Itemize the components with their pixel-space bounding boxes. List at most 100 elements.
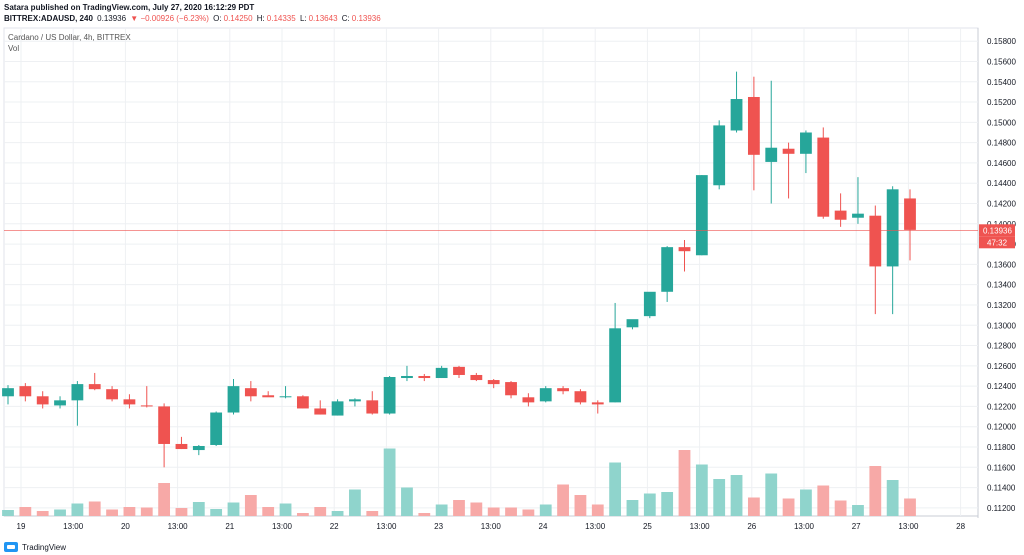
volume-bar: [123, 507, 136, 516]
candle-body: [227, 386, 240, 413]
volume-bar: [574, 495, 587, 516]
candle-body: [383, 377, 396, 414]
candle-body: [904, 198, 916, 230]
x-tick-label: 26: [747, 522, 756, 531]
candle-body: [19, 386, 32, 397]
candle-body: [88, 384, 101, 390]
candle-body: [418, 375, 431, 379]
open-label: O:: [213, 14, 222, 23]
open-value: 0.14250: [223, 14, 253, 23]
volume-bar: [175, 508, 188, 516]
x-tick-label: 13:00: [376, 522, 397, 531]
y-tick-label: 0.11400: [987, 484, 1016, 493]
x-tick-label: 13:00: [898, 522, 919, 531]
volume-bar: [695, 464, 708, 516]
y-tick-label: 0.12200: [987, 402, 1016, 411]
volume-bar: [71, 503, 84, 516]
candle-body: [747, 96, 760, 155]
volume-bar: [834, 500, 847, 516]
candle-body: [262, 395, 275, 398]
candle-body: [192, 445, 205, 451]
x-tick-label: 13:00: [690, 522, 711, 531]
volume-bar: [88, 501, 101, 516]
volume-bar: [383, 448, 396, 516]
volume-bar: [904, 498, 916, 516]
volume-bar: [730, 475, 743, 516]
candle-body: [713, 125, 726, 186]
x-tick-label: 28: [956, 522, 965, 531]
candle-body: [140, 405, 153, 407]
volume-bar: [539, 504, 552, 516]
last-price-badge: [979, 224, 1015, 237]
volume-bar: [505, 507, 517, 516]
candle-body: [609, 328, 622, 403]
volume-bar: [453, 500, 465, 516]
y-tick-label: 0.12800: [987, 342, 1016, 351]
candle-body: [661, 247, 674, 292]
candle-body: [626, 319, 639, 328]
candle-body: [505, 382, 517, 396]
volume-bar: [54, 509, 66, 516]
candle-body: [36, 396, 49, 405]
candle-body: [210, 412, 223, 445]
candle-body: [349, 399, 361, 402]
x-tick-label: 20: [121, 522, 130, 531]
volume-bar: [557, 484, 569, 516]
y-tick-label: 0.15600: [987, 57, 1016, 66]
x-tick-label: 19: [17, 522, 26, 531]
y-tick-label: 0.14400: [987, 179, 1016, 188]
candle-body: [314, 408, 327, 415]
x-tick-label: 13:00: [168, 522, 189, 531]
x-tick-label: 21: [225, 522, 234, 531]
volume-bar: [106, 509, 118, 516]
volume-bar: [366, 511, 379, 516]
candle-body: [678, 247, 691, 252]
volume-bar: [158, 483, 171, 516]
volume-bar: [210, 509, 223, 516]
volume-bar: [713, 479, 726, 516]
candle-body: [782, 148, 795, 154]
last-price-value: 0.13936: [97, 14, 127, 23]
tradingview-logo-icon: [4, 542, 18, 552]
footer-brand[interactable]: TradingView: [22, 542, 67, 552]
candle-body: [54, 400, 66, 406]
y-tick-label: 0.15200: [987, 98, 1016, 107]
candle-body: [539, 388, 552, 402]
volume-bar: [279, 503, 292, 516]
volume-bar: [331, 511, 344, 516]
symbol-line: BITTREX:ADAUSD, 240 0.13936 ▼ −0.00926 (…: [4, 13, 383, 24]
volume-bar: [349, 489, 361, 516]
y-tick-label: 0.13000: [987, 321, 1016, 330]
close-label: C:: [341, 14, 350, 23]
candle-body: [852, 213, 864, 218]
candle-body: [765, 147, 778, 162]
high-value: 0.14335: [266, 14, 296, 23]
y-tick-label: 0.15000: [987, 118, 1016, 127]
published-line: Satara published on TradingView.com, Jul…: [4, 2, 383, 13]
y-tick-label: 0.11600: [987, 463, 1016, 472]
candle-body: [296, 396, 309, 409]
candle-body: [175, 443, 188, 450]
volume-legend-label: Vol: [8, 44, 20, 53]
volume-bar: [262, 507, 275, 516]
candle-body: [2, 388, 14, 397]
volume-bar: [2, 510, 14, 516]
volume-bar: [765, 473, 778, 516]
y-tick-label: 0.15800: [987, 37, 1016, 46]
high-label: H:: [256, 14, 265, 23]
low-label: L:: [299, 14, 307, 23]
last-price-badge-label: 0.13936: [983, 226, 1012, 235]
candle-body: [730, 99, 743, 131]
candle-body: [435, 367, 448, 379]
publication-header: Satara published on TradingView.com, Jul…: [4, 2, 383, 24]
y-tick-label: 0.14200: [987, 200, 1016, 209]
candle-body: [401, 375, 413, 379]
candle-body: [834, 210, 847, 220]
volume-bar: [19, 507, 32, 516]
volume-bar: [886, 480, 899, 516]
y-tick-label: 0.15400: [987, 78, 1016, 87]
candle-body: [123, 399, 136, 405]
candle-body: [453, 366, 465, 375]
candle-body: [71, 384, 84, 401]
